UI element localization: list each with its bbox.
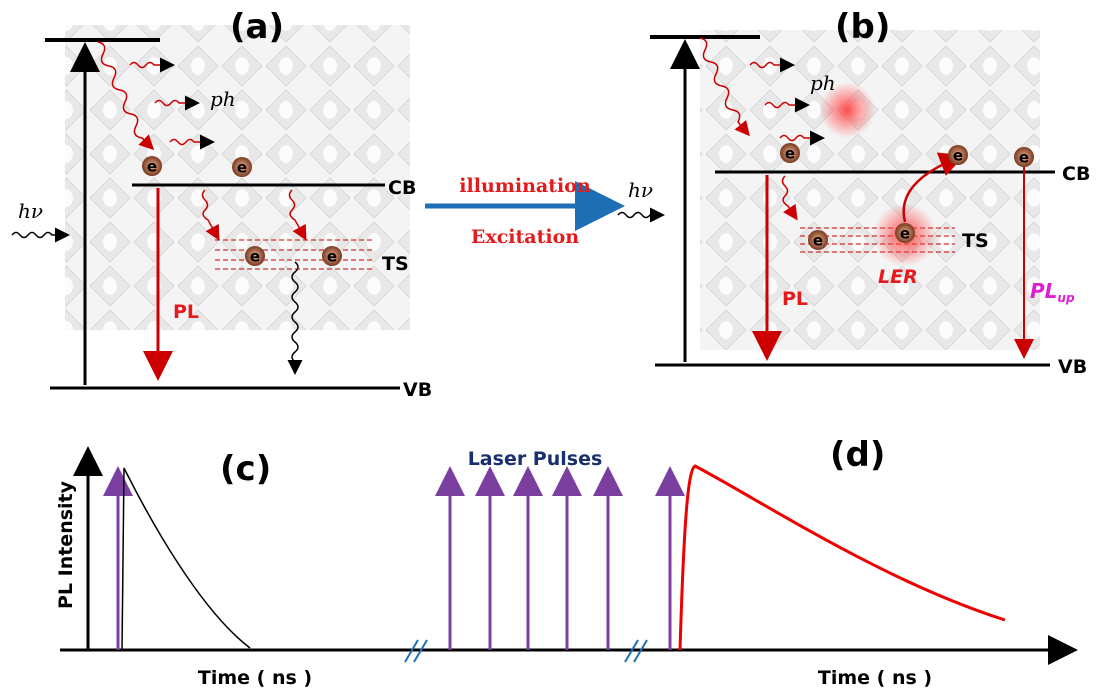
panel-label: (b)	[835, 7, 890, 47]
pl-up-main: PL	[1030, 279, 1057, 303]
x-axis-label: Time ( ns )	[198, 667, 312, 689]
excitation-label: Excitation	[471, 226, 579, 248]
pl-up-label: PLup	[1030, 279, 1075, 305]
electron: e	[1019, 149, 1029, 167]
ler-label: LER	[878, 266, 918, 288]
vb-label: VB	[1058, 356, 1087, 378]
panel-label: (c)	[220, 449, 271, 489]
laser-pulses-label: Laser Pulses	[468, 448, 603, 470]
electron: e	[327, 248, 337, 266]
panel-a: e e e e (a) ph hν CB VB TS PL	[11, 7, 432, 401]
ts-label: TS	[382, 253, 409, 275]
pl-up-sub: up	[1057, 291, 1075, 305]
decay-panels: PL Intensity (c) (d) Laser Pulses Time (…	[55, 435, 1078, 689]
photon-label: hν	[628, 178, 653, 202]
illumination-label: illumination	[459, 175, 591, 197]
phonon-label: ph	[210, 87, 236, 111]
electron: e	[147, 158, 157, 176]
electron: e	[953, 147, 963, 165]
y-axis-label: PL Intensity	[55, 480, 77, 609]
transition: illumination Excitation	[425, 175, 625, 248]
panel-label: (a)	[230, 7, 284, 47]
electron: e	[900, 225, 910, 243]
cb-label: CB	[1062, 163, 1090, 185]
vb-label: VB	[403, 379, 432, 401]
photon-label: hν	[18, 199, 43, 223]
electron: e	[250, 248, 260, 266]
electron: e	[813, 232, 823, 250]
panel-b: e e e e e (b) ph hν CB VB TS PL LER PLup	[617, 7, 1090, 378]
panel-label: (d)	[830, 435, 885, 475]
ts-label: TS	[962, 230, 989, 252]
pl-label: PL	[173, 301, 199, 323]
x-axis-label: Time ( ns )	[818, 667, 932, 689]
cb-label: CB	[388, 177, 416, 199]
electron: e	[785, 145, 795, 163]
electron: e	[237, 159, 247, 177]
phonon-label: ph	[810, 71, 836, 95]
pl-label: PL	[782, 288, 808, 310]
